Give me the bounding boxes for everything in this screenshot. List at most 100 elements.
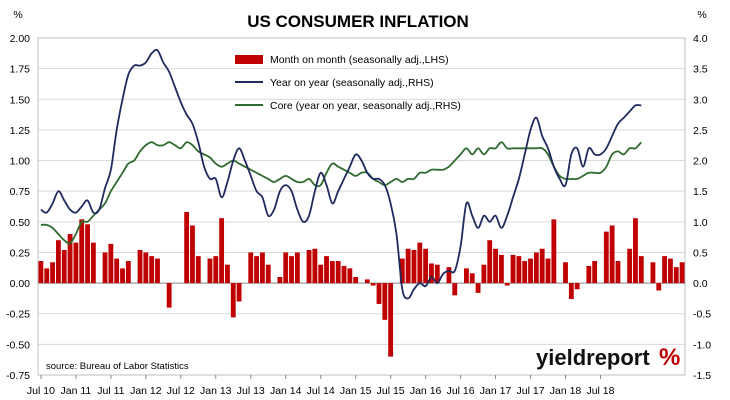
x-tick-label: Jan 17 xyxy=(480,385,512,397)
mom-bar xyxy=(312,248,318,284)
mom-bar xyxy=(656,283,662,291)
mom-bar xyxy=(166,283,172,308)
mom-bar xyxy=(434,264,440,284)
mom-bar xyxy=(376,283,382,304)
brand-text: yieldreport xyxy=(536,345,650,370)
mom-bar xyxy=(114,258,120,284)
mom-bar xyxy=(446,267,452,284)
mom-bar xyxy=(528,258,533,284)
left-tick-label: 1.00 xyxy=(10,156,31,168)
mom-bar xyxy=(61,250,67,284)
mom-bar xyxy=(498,254,504,284)
mom-bar xyxy=(481,264,487,284)
right-tick-label: -0.5 xyxy=(693,309,711,321)
mom-bar xyxy=(79,219,85,284)
mom-bar xyxy=(230,283,236,318)
right-tick-label: 1.0 xyxy=(693,217,708,229)
mom-bar xyxy=(67,234,73,284)
right-tick-label: -1.0 xyxy=(693,339,711,351)
mom-bar xyxy=(277,276,283,284)
mom-bar xyxy=(679,262,685,284)
mom-bar xyxy=(673,267,679,284)
x-tick-label: Jul 18 xyxy=(586,385,614,397)
mom-bar xyxy=(370,283,376,286)
mom-bar xyxy=(324,256,329,284)
mom-bar xyxy=(615,261,621,284)
x-tick-label: Jan 11 xyxy=(61,385,92,397)
mom-bar xyxy=(568,283,574,300)
x-axis-ticks: Jul 10 Jan 11 Jul 11 Jan 12 Jul 12 Jan 13 Jul … xyxy=(27,375,615,397)
left-axis-ticks: -0.75 -0.50 -0.25 0.00 0.25 0.50 0.75 1.00 1.25 1… xyxy=(6,33,30,382)
right-tick-label: 0.0 xyxy=(693,278,708,290)
mom-bar xyxy=(108,243,114,284)
x-tick-label: Jul 12 xyxy=(167,385,195,397)
right-axis-ticks: -1.5 -1.0 -0.5 0.0 0.5 1.0 1.5 2.0 2.5 3.0 3.5 4.0 xyxy=(693,33,711,382)
month-on-month-bars xyxy=(38,212,685,357)
left-tick-label: -0.25 xyxy=(6,309,30,321)
mom-bar xyxy=(143,252,149,284)
series-lines xyxy=(40,48,642,300)
x-tick-label: Jan 15 xyxy=(340,385,372,397)
mom-bar xyxy=(388,283,394,357)
mom-bar xyxy=(545,258,551,284)
mom-bar xyxy=(283,252,289,284)
source-note: source: Bureau of Labor Statistics xyxy=(46,361,189,372)
core-line xyxy=(40,141,642,245)
mom-bar xyxy=(38,261,44,284)
mom-bar xyxy=(137,250,143,284)
mom-bar xyxy=(662,256,668,284)
left-tick-label: 0.00 xyxy=(10,278,31,290)
mom-bar xyxy=(429,263,434,284)
x-tick-label: Jul 15 xyxy=(377,385,405,397)
mom-bar xyxy=(650,262,656,284)
mom-bar xyxy=(487,240,493,284)
mom-bar xyxy=(405,248,411,284)
mom-bar xyxy=(574,283,580,290)
x-tick-label: Jul 13 xyxy=(237,385,265,397)
right-tick-label: 2.5 xyxy=(693,125,708,137)
right-tick-label: -1.5 xyxy=(693,370,711,382)
mom-bar xyxy=(347,268,353,284)
mom-bar xyxy=(522,261,528,284)
mom-bar xyxy=(225,264,230,284)
mom-bar xyxy=(125,261,131,284)
mom-bar xyxy=(627,248,633,284)
x-tick-label: Jan 13 xyxy=(200,385,232,397)
mom-bar xyxy=(504,283,510,286)
mom-bar xyxy=(551,219,557,284)
mom-bar xyxy=(306,250,312,284)
legend-label-mom: Month on month (seasonally adj.,LHS) xyxy=(270,54,449,66)
left-tick-label: 0.50 xyxy=(10,217,31,229)
right-tick-label: 3.0 xyxy=(693,94,708,106)
right-tick-label: 2.0 xyxy=(693,156,708,168)
mom-bar xyxy=(353,276,359,284)
legend-label-core: Core (year on year, seasonally adj.,RHS) xyxy=(270,100,461,112)
mom-bar xyxy=(411,250,417,284)
mom-bar xyxy=(254,256,259,284)
x-tick-label: Jan 18 xyxy=(550,385,582,397)
mom-bar xyxy=(184,212,190,284)
mom-bar xyxy=(190,225,195,284)
mom-bar xyxy=(120,268,125,284)
yieldreport-logo: yieldreport % xyxy=(536,344,680,371)
x-tick-label: Jul 11 xyxy=(97,385,124,397)
mom-bar xyxy=(563,262,568,284)
left-tick-label: 0.75 xyxy=(10,186,31,198)
yoy-line xyxy=(40,48,642,300)
legend-swatch-mom xyxy=(235,55,263,64)
mom-bar xyxy=(335,261,341,284)
mom-bar xyxy=(289,256,294,284)
mom-bar xyxy=(318,264,324,284)
left-tick-label: 0.25 xyxy=(10,247,31,259)
mom-bar xyxy=(213,256,219,284)
mom-bar xyxy=(638,256,644,284)
x-tick-label: Jul 10 xyxy=(27,385,55,397)
mom-bar xyxy=(423,248,429,284)
mom-bar xyxy=(294,252,300,284)
mom-bar xyxy=(248,252,254,284)
x-tick-label: Jan 14 xyxy=(270,385,302,397)
left-tick-label: 1.75 xyxy=(10,64,31,76)
mom-bar xyxy=(207,258,213,284)
right-tick-label: 4.0 xyxy=(693,33,708,45)
